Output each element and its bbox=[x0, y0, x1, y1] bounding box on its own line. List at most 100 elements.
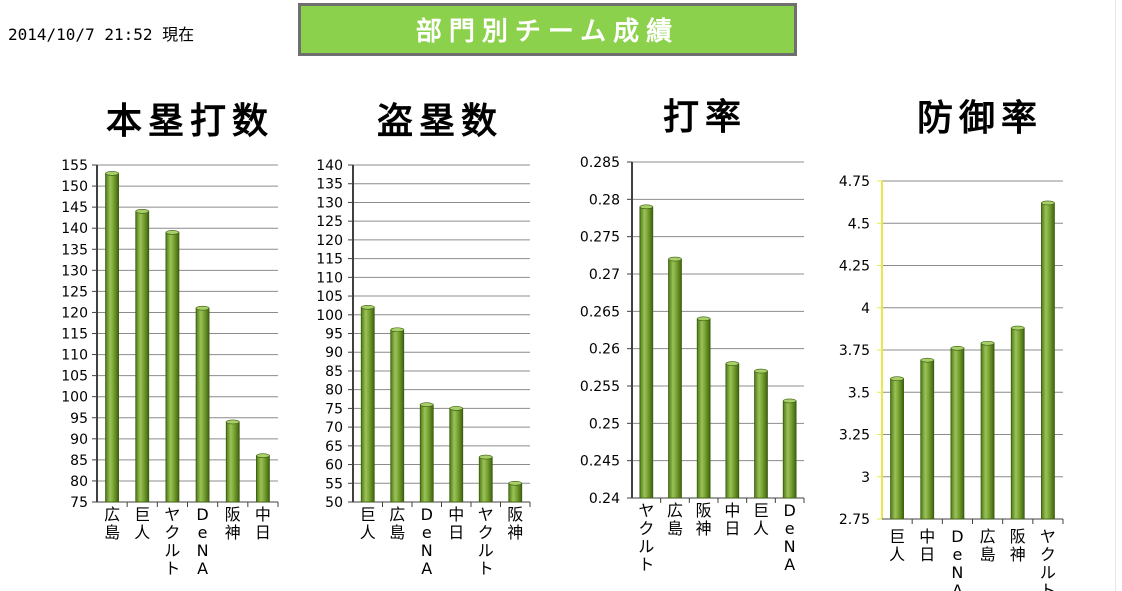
y-tick-label: 130 bbox=[61, 263, 88, 279]
bar-stolen-bases-2 bbox=[419, 404, 434, 503]
category-label: 巨人 bbox=[889, 527, 905, 564]
y-tick-label: 0.245 bbox=[580, 454, 620, 470]
bar-top-stolen-bases-4 bbox=[478, 454, 493, 460]
bar-home-runs-5 bbox=[256, 455, 270, 503]
y-tick-label: 4.5 bbox=[848, 216, 870, 232]
category-label: 阪神 bbox=[1010, 527, 1026, 564]
y-tick-label: 125 bbox=[316, 214, 343, 230]
y-tick-label: 135 bbox=[316, 177, 343, 193]
y-tick-label: 4.25 bbox=[839, 259, 870, 275]
bar-batting-average-5 bbox=[782, 400, 797, 499]
category-label: 巨人 bbox=[134, 505, 150, 542]
bar-batting-average-2 bbox=[696, 318, 711, 499]
y-tick-label: 3.5 bbox=[848, 385, 870, 401]
y-tick-label: 75 bbox=[325, 401, 343, 417]
bar-top-era-1 bbox=[920, 357, 935, 363]
y-tick-label: 130 bbox=[316, 195, 343, 211]
y-tick-label: 85 bbox=[70, 453, 88, 469]
bar-batting-average-1 bbox=[668, 258, 682, 499]
bar-top-batting-average-0 bbox=[639, 204, 654, 210]
chart-title-era: 防御率 bbox=[916, 98, 1043, 139]
sheet-edge-line bbox=[1115, 0, 1116, 591]
y-tick-label: 140 bbox=[61, 221, 88, 237]
bar-era-1 bbox=[920, 359, 935, 520]
y-tick-label: 155 bbox=[61, 158, 88, 174]
bar-top-home-runs-5 bbox=[256, 453, 270, 458]
bar-top-era-4 bbox=[1010, 325, 1025, 331]
category-label: 阪神 bbox=[696, 501, 712, 538]
bar-home-runs-3 bbox=[195, 307, 210, 503]
y-tick-label: 75 bbox=[70, 495, 88, 511]
category-label: 中日 bbox=[255, 505, 271, 542]
y-tick-label: 70 bbox=[325, 420, 343, 436]
y-tick-label: 150 bbox=[61, 179, 88, 195]
bar-top-era-3 bbox=[980, 340, 995, 346]
y-tick-label: 55 bbox=[325, 476, 343, 492]
category-label: 巨人 bbox=[360, 505, 376, 542]
y-tick-label: 95 bbox=[70, 411, 88, 427]
y-tick-label: 85 bbox=[325, 364, 343, 380]
y-tick-label: 2.75 bbox=[839, 512, 870, 528]
bar-top-era-5 bbox=[1041, 200, 1055, 206]
timestamp-label: 2014/10/7 21:52 現在 bbox=[8, 25, 195, 44]
category-label: 中日 bbox=[724, 501, 740, 538]
bar-top-batting-average-4 bbox=[754, 368, 768, 374]
bar-era-5 bbox=[1041, 202, 1055, 520]
category-label: 広島 bbox=[104, 505, 120, 542]
bar-top-stolen-bases-0 bbox=[360, 304, 375, 310]
y-tick-label: 110 bbox=[316, 270, 343, 286]
bar-stolen-bases-5 bbox=[508, 482, 523, 503]
bar-batting-average-0 bbox=[639, 206, 654, 499]
y-tick-label: 145 bbox=[61, 200, 88, 216]
y-tick-label: 4.75 bbox=[839, 174, 870, 190]
bar-era-0 bbox=[890, 378, 904, 520]
category-label: 中日 bbox=[448, 505, 464, 542]
category-label: ヤクルト bbox=[164, 505, 180, 578]
bar-home-runs-2 bbox=[165, 231, 180, 503]
category-label: 阪神 bbox=[507, 505, 523, 542]
y-tick-label: 120 bbox=[61, 305, 88, 321]
bar-era-3 bbox=[980, 342, 995, 520]
bar-top-stolen-bases-2 bbox=[419, 402, 434, 407]
bar-top-stolen-bases-5 bbox=[508, 480, 523, 486]
y-tick-label: 0.28 bbox=[589, 192, 620, 208]
bar-top-era-2 bbox=[950, 346, 965, 351]
bar-stolen-bases-1 bbox=[390, 329, 405, 503]
y-tick-label: 90 bbox=[325, 345, 343, 361]
category-label: 広島 bbox=[980, 527, 996, 564]
y-tick-label: 4 bbox=[861, 301, 870, 317]
y-tick-label: 110 bbox=[61, 348, 88, 364]
banner-title: 部門別チーム成績 bbox=[298, 3, 797, 56]
bar-top-batting-average-2 bbox=[696, 316, 711, 322]
y-tick-label: 3.75 bbox=[839, 343, 870, 359]
category-label: 阪神 bbox=[225, 505, 241, 542]
y-tick-label: 0.265 bbox=[580, 304, 620, 320]
y-tick-label: 3.25 bbox=[839, 428, 870, 444]
y-tick-label: 0.25 bbox=[589, 416, 620, 432]
y-tick-label: 3 bbox=[861, 470, 870, 486]
bar-top-era-0 bbox=[890, 376, 904, 382]
bar-batting-average-4 bbox=[754, 370, 768, 499]
category-label: ヤクルト bbox=[1040, 527, 1056, 591]
category-label: 巨人 bbox=[753, 501, 769, 538]
bar-top-batting-average-3 bbox=[725, 361, 740, 366]
bar-home-runs-4 bbox=[225, 421, 240, 503]
y-tick-label: 0.24 bbox=[589, 491, 620, 507]
y-tick-label: 105 bbox=[316, 289, 343, 305]
y-tick-label: 125 bbox=[61, 284, 88, 300]
category-label: ヤクルト bbox=[478, 505, 494, 578]
category-label: 広島 bbox=[667, 501, 683, 538]
y-tick-label: 65 bbox=[325, 439, 343, 455]
bar-top-home-runs-2 bbox=[165, 230, 180, 235]
bar-home-runs-1 bbox=[135, 210, 150, 503]
y-tick-label: 60 bbox=[325, 458, 343, 474]
y-tick-label: 80 bbox=[325, 383, 343, 399]
bar-batting-average-3 bbox=[725, 363, 740, 499]
y-tick-label: 95 bbox=[325, 327, 343, 343]
y-tick-label: 120 bbox=[316, 233, 343, 249]
bar-top-batting-average-5 bbox=[782, 398, 797, 404]
